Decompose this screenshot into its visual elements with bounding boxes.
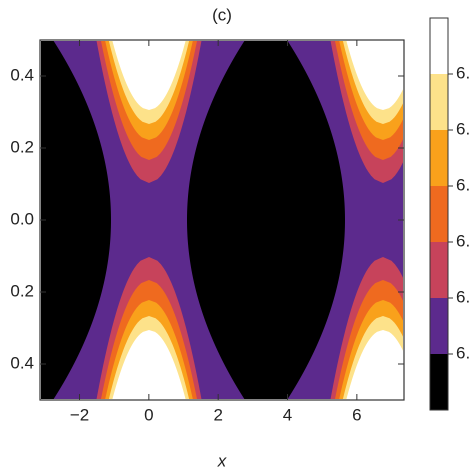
contour-band bbox=[112, 41, 186, 110]
contour-band bbox=[346, 330, 403, 399]
colorbar-label: 6. bbox=[456, 287, 470, 306]
x-tick-label: 0 bbox=[144, 405, 153, 424]
colorbar-label: 6. bbox=[456, 63, 470, 82]
y-tick-label: 0.2 bbox=[10, 281, 34, 300]
y-tick-label: 0.4 bbox=[10, 65, 34, 84]
x-tick-label: 2 bbox=[213, 405, 222, 424]
colorbar-label: 6. bbox=[456, 175, 470, 194]
y-tick-label: 0.0 bbox=[10, 209, 34, 228]
colorbar-label: 6. bbox=[456, 343, 470, 362]
x-tick-label: −2 bbox=[70, 405, 89, 424]
y-tick-label: 0.2 bbox=[10, 137, 34, 156]
colorbar-segment bbox=[430, 354, 448, 411]
contour-band bbox=[112, 330, 186, 399]
contour-band bbox=[53, 41, 245, 399]
colorbar-segment bbox=[430, 74, 448, 131]
colorbar-segment bbox=[430, 186, 448, 243]
colorbar-label: 6. bbox=[456, 231, 470, 250]
colorbar-segment bbox=[430, 130, 448, 187]
contour-band bbox=[346, 41, 403, 110]
contour-area bbox=[41, 41, 403, 399]
colorbar-label: 6. bbox=[456, 119, 470, 138]
colorbar-segment bbox=[430, 242, 448, 299]
x-tick-label: 4 bbox=[283, 405, 292, 424]
y-tick-label: 0.4 bbox=[10, 353, 34, 372]
colorbar-frame bbox=[429, 17, 449, 411]
chart-title: (c) bbox=[212, 5, 232, 24]
colorbar-segment bbox=[430, 298, 448, 355]
colorbar-segment bbox=[430, 18, 448, 75]
x-tick-label: 6 bbox=[352, 405, 361, 424]
x-axis-label: x bbox=[217, 451, 227, 470]
